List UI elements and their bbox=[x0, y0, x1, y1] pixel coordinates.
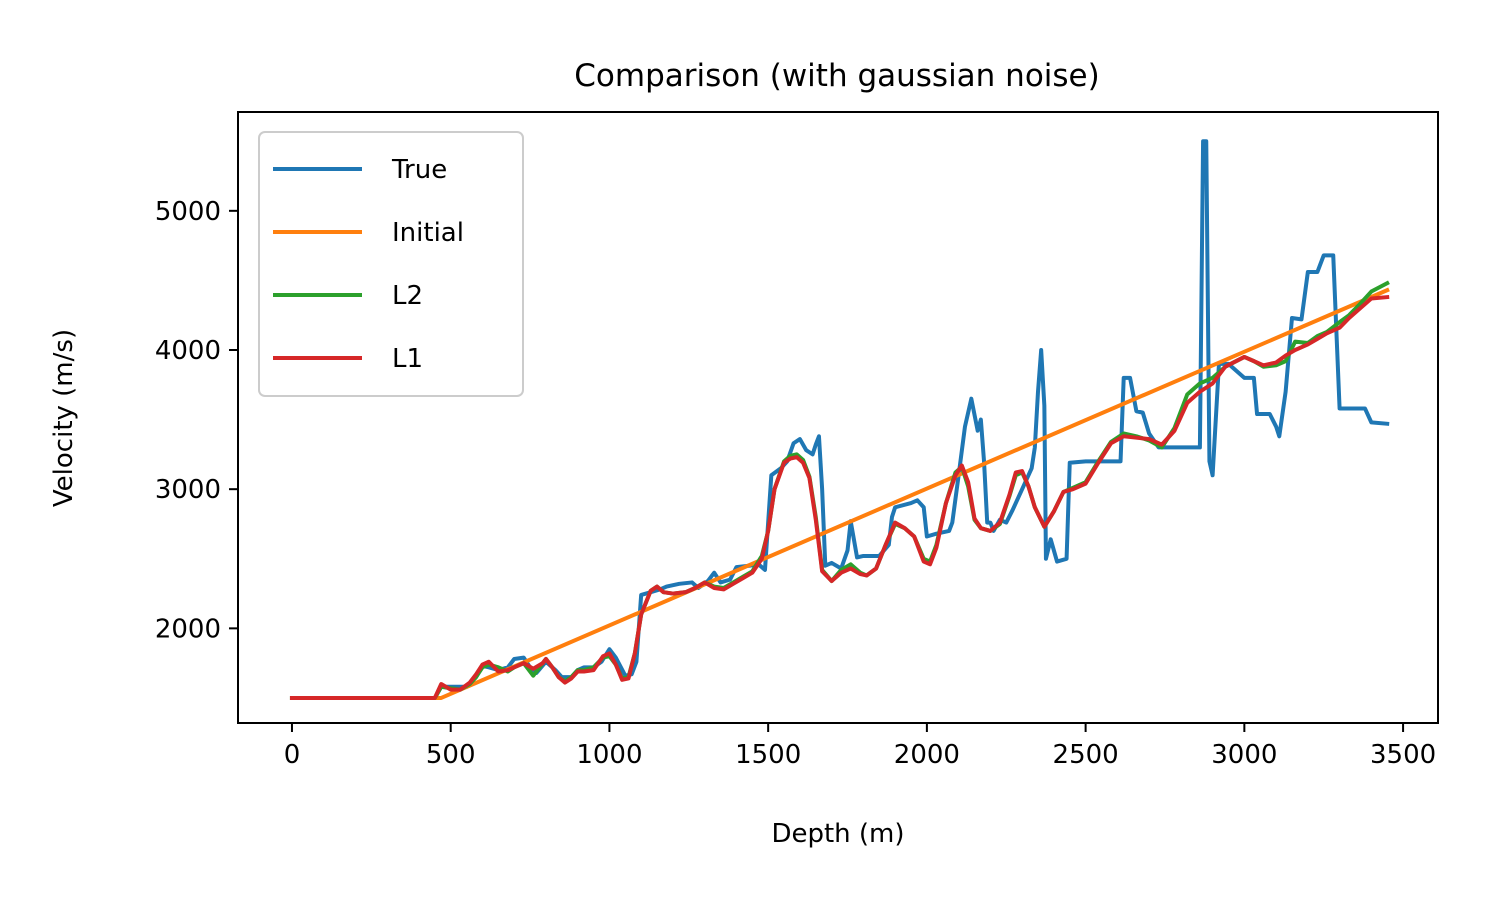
series-line-true bbox=[289, 139, 1390, 700]
x-axis-label: Depth (m) bbox=[771, 819, 904, 849]
x-tick-label: 500 bbox=[426, 740, 476, 770]
legend-label-l1: L1 bbox=[392, 344, 423, 374]
x-tick-label: 0 bbox=[284, 740, 301, 770]
series-layer bbox=[289, 139, 1390, 700]
y-tick-label: 3000 bbox=[155, 475, 221, 505]
legend-box bbox=[258, 131, 524, 397]
x-tick-label: 3500 bbox=[1370, 740, 1436, 770]
legend-label-true: True bbox=[391, 155, 447, 185]
x-tick-label: 1500 bbox=[735, 740, 801, 770]
x-tick-label: 2500 bbox=[1053, 740, 1119, 770]
y-axis: 2000 3000 4000 5000 bbox=[155, 197, 238, 644]
plot-frame bbox=[237, 111, 1439, 724]
legend: True Initial L2 L1 bbox=[258, 131, 524, 397]
legend-label-initial: Initial bbox=[392, 218, 464, 248]
legend-label-l2: L2 bbox=[392, 281, 423, 311]
y-tick-label: 4000 bbox=[155, 336, 221, 366]
y-axis-label: Velocity (m/s) bbox=[49, 329, 79, 507]
x-tick-label: 1000 bbox=[576, 740, 642, 770]
y-tick-label: 5000 bbox=[155, 197, 221, 227]
series-line-l1 bbox=[289, 294, 1390, 700]
x-tick-label: 2000 bbox=[894, 740, 960, 770]
chart-title: Comparison (with gaussian noise) bbox=[574, 58, 1099, 94]
x-tick-label: 3000 bbox=[1211, 740, 1277, 770]
y-tick-label: 2000 bbox=[155, 614, 221, 644]
x-axis: 0 500 1000 1500 2000 2500 3000 3500 bbox=[284, 723, 1436, 770]
